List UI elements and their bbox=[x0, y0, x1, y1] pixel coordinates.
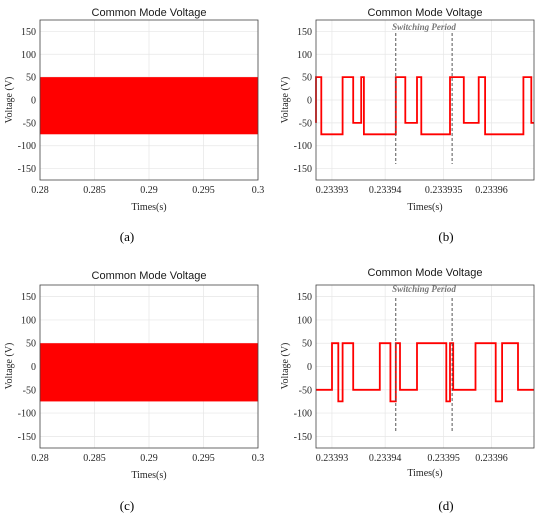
panel-label: (c) bbox=[120, 498, 134, 513]
x-tick-label: 0.233935 bbox=[425, 185, 463, 196]
chart-title: Common Mode Voltage bbox=[92, 7, 207, 19]
y-tick-label: -150 bbox=[294, 432, 312, 443]
x-tick-label: 0.23393 bbox=[316, 185, 349, 196]
x-tick-label: 0.23393 bbox=[316, 453, 349, 464]
y-tick-label: 50 bbox=[26, 339, 36, 350]
x-tick-label: 0.28 bbox=[31, 185, 49, 196]
x-tick-label: 0.3 bbox=[252, 185, 265, 196]
y-tick-label: 100 bbox=[297, 315, 312, 326]
x-tick-label: 0.23396 bbox=[475, 185, 508, 196]
panel-d: Common Mode Voltage Switching Period 150… bbox=[280, 267, 535, 513]
x-tick-label: 0.23396 bbox=[475, 453, 508, 464]
x-tick-label: 0.3 bbox=[252, 453, 265, 464]
y-tick-label: -100 bbox=[294, 409, 312, 420]
x-tick-label: 0.295 bbox=[192, 453, 215, 464]
y-tick-label: 150 bbox=[297, 292, 312, 303]
y-tick-label: 100 bbox=[21, 50, 36, 61]
y-tick-labels: 150 100 50 0 -50 -100 -150 bbox=[18, 292, 36, 443]
panel-a: Common Mode Voltage 150 100 50 0 -50 -100 -150… bbox=[4, 7, 264, 244]
x-tick-label: 0.29 bbox=[140, 185, 158, 196]
panel-b: Common Mode Voltage Switching Period 150… bbox=[280, 7, 535, 244]
voltage-waveform bbox=[316, 342, 534, 403]
data-marks bbox=[40, 77, 258, 135]
x-axis-label: Times(s) bbox=[131, 470, 166, 481]
x-tick-label: 0.23394 bbox=[369, 185, 402, 196]
y-tick-label: -150 bbox=[18, 164, 36, 175]
voltage-waveform bbox=[315, 76, 534, 136]
y-tick-label: 0 bbox=[31, 96, 36, 107]
y-tick-label: 0 bbox=[307, 362, 312, 373]
y-tick-label: 50 bbox=[26, 73, 36, 84]
panel-c: Common Mode Voltage 150 100 50 0 -50 -100 -150… bbox=[4, 270, 264, 513]
plot-frame bbox=[315, 284, 535, 449]
panel-label: (b) bbox=[438, 229, 453, 244]
y-tick-label: -150 bbox=[18, 432, 36, 443]
plot-frame bbox=[39, 19, 259, 181]
y-tick-label: 100 bbox=[297, 50, 312, 61]
switching-period-annotation: Switching Period bbox=[392, 284, 456, 294]
voltage-band bbox=[40, 77, 258, 135]
y-axis-label: Voltage (V) bbox=[4, 77, 15, 124]
x-tick-labels: 0.23393 0.23394 0.233935 0.23396 bbox=[316, 185, 508, 196]
y-tick-label: -50 bbox=[299, 118, 312, 129]
voltage-band bbox=[40, 343, 258, 402]
plot-frame bbox=[315, 19, 535, 181]
y-axis-label: Voltage (V) bbox=[4, 343, 15, 390]
x-tick-labels: 0.28 0.285 0.29 0.295 0.3 bbox=[31, 185, 264, 196]
data-marks bbox=[315, 33, 534, 164]
panel-label: (a) bbox=[120, 229, 134, 244]
grid-lines bbox=[316, 20, 534, 180]
y-tick-label: -50 bbox=[23, 385, 36, 396]
y-tick-label: 0 bbox=[31, 362, 36, 373]
y-tick-label: -50 bbox=[299, 385, 312, 396]
grid-lines bbox=[316, 285, 534, 448]
y-tick-label: 50 bbox=[302, 339, 312, 350]
x-tick-label: 0.23394 bbox=[369, 453, 402, 464]
y-axis-label: Voltage (V) bbox=[280, 343, 291, 390]
x-tick-labels: 0.28 0.285 0.29 0.295 0.3 bbox=[31, 453, 264, 464]
plot-frame bbox=[39, 284, 259, 449]
y-tick-label: 150 bbox=[21, 27, 36, 38]
x-tick-label: 0.29 bbox=[140, 453, 158, 464]
x-axis-label: Times(s) bbox=[407, 468, 442, 479]
data-marks bbox=[40, 343, 258, 402]
x-tick-labels: 0.23393 0.23394 0.23395 0.23396 bbox=[316, 453, 508, 464]
y-tick-label: 50 bbox=[302, 73, 312, 84]
chart-title: Common Mode Voltage bbox=[92, 270, 207, 282]
x-tick-label: 0.295 bbox=[192, 185, 215, 196]
y-tick-label: 150 bbox=[297, 27, 312, 38]
y-axis-label: Voltage (V) bbox=[280, 77, 291, 124]
panel-label: (d) bbox=[438, 498, 453, 513]
y-tick-labels: 150 100 50 0 -50 -100 -150 bbox=[18, 27, 36, 175]
y-tick-label: -100 bbox=[18, 141, 36, 152]
x-tick-label: 0.23395 bbox=[427, 453, 460, 464]
y-tick-label: -100 bbox=[294, 141, 312, 152]
data-marks bbox=[316, 298, 534, 432]
y-tick-labels: 150 100 50 0 -50 -100 -150 bbox=[294, 27, 312, 175]
y-tick-label: -100 bbox=[18, 409, 36, 420]
x-tick-label: 0.28 bbox=[31, 453, 49, 464]
y-tick-label: 150 bbox=[21, 292, 36, 303]
y-tick-label: 100 bbox=[21, 315, 36, 326]
x-tick-label: 0.285 bbox=[83, 453, 106, 464]
y-tick-label: -50 bbox=[23, 118, 36, 129]
x-tick-label: 0.285 bbox=[83, 185, 106, 196]
chart-title: Common Mode Voltage bbox=[368, 267, 483, 279]
switching-period-annotation: Switching Period bbox=[392, 22, 456, 32]
x-axis-label: Times(s) bbox=[407, 202, 442, 213]
y-tick-labels: 150 100 50 0 -50 -100 -150 bbox=[294, 292, 312, 443]
chart-title: Common Mode Voltage bbox=[368, 7, 483, 19]
y-tick-label: -150 bbox=[294, 164, 312, 175]
y-tick-label: 0 bbox=[307, 96, 312, 107]
x-axis-label: Times(s) bbox=[131, 202, 166, 213]
